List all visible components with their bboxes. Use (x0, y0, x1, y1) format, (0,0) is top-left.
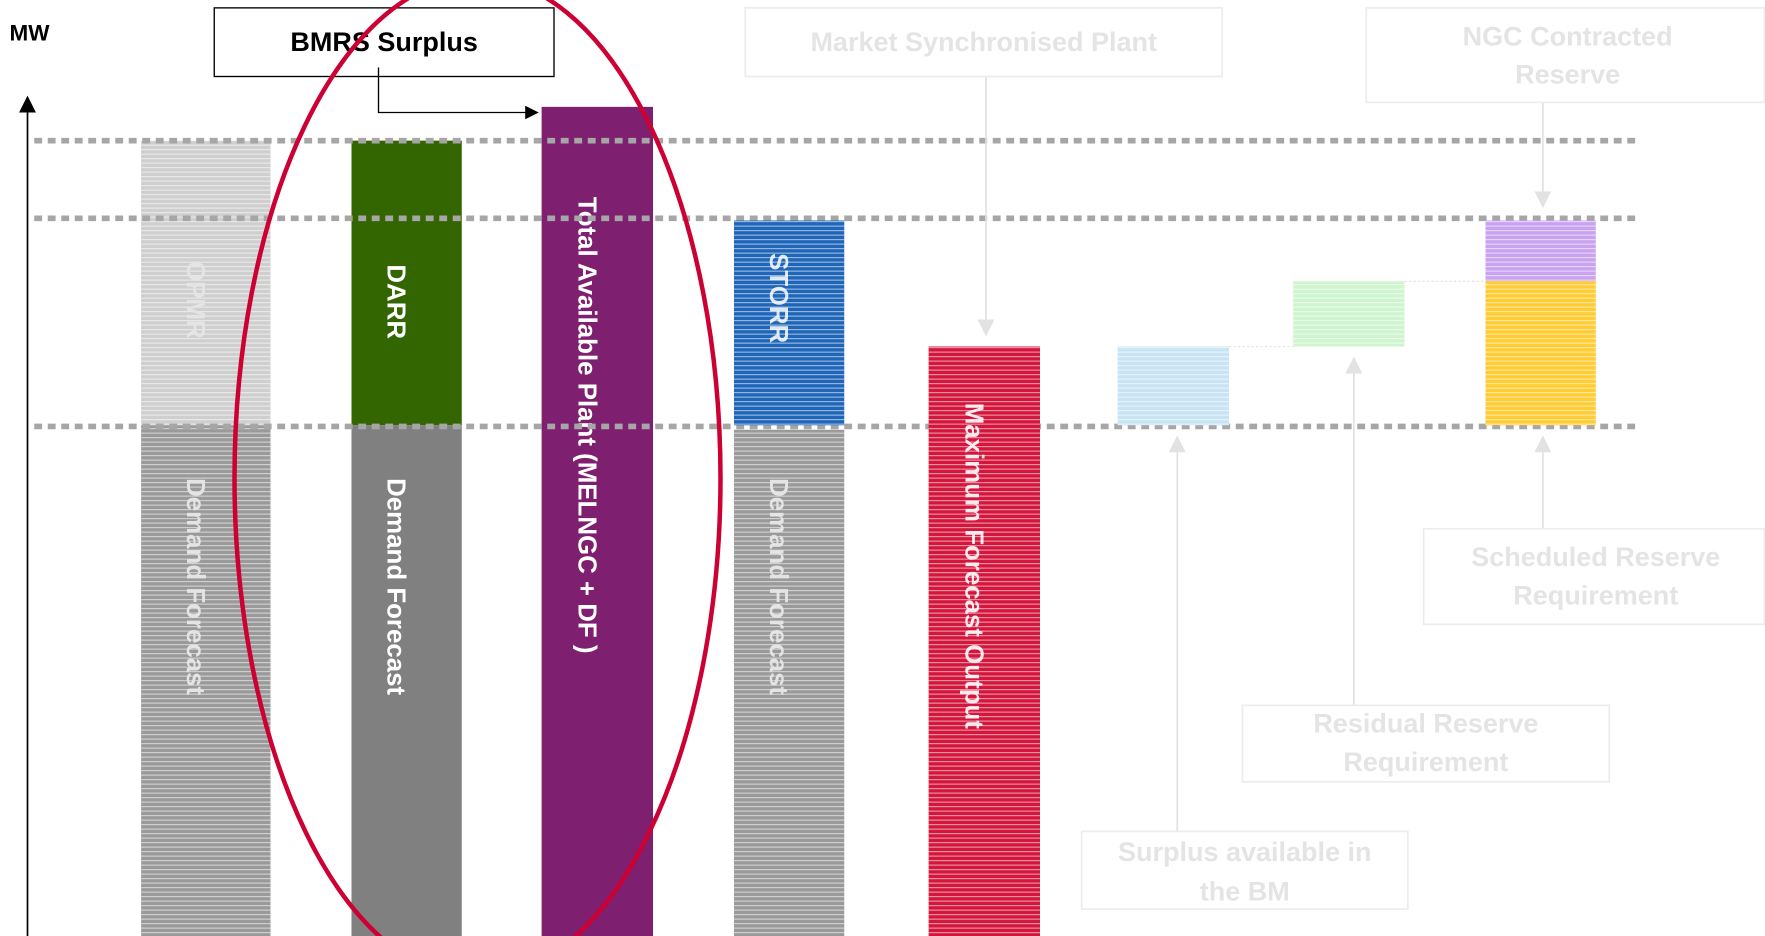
callout-text: Scheduled Reserve Requirement (1471, 542, 1720, 610)
callout-box (1241, 704, 1611, 783)
bar-label: DARR (381, 264, 409, 339)
callout-text: NGC Contracted Reserve (1463, 21, 1673, 89)
callout-box (744, 7, 1224, 78)
bar-opmr: OPMR Demand Forecast (141, 140, 271, 936)
bar-label: Demand Forecast (381, 478, 409, 695)
axis-label: MW (10, 21, 51, 46)
callout-arrow (377, 67, 539, 120)
callout-box (1365, 7, 1765, 104)
bar-max-forecast: Maximum Forecast Output (928, 346, 1040, 936)
callout-text: Surplus available in the BM (1118, 837, 1372, 906)
callout-box (213, 7, 555, 78)
bar-label: Demand Forecast (181, 478, 209, 695)
highlight-ellipse (232, 0, 723, 936)
bar-darr: DARR Demand Forecast (351, 140, 462, 936)
bar-label: OPMR (181, 261, 209, 339)
bar-total-available: Total Available Plant (MELNGC + DF ) (541, 106, 653, 936)
bar-label: Demand Forecast (764, 478, 792, 695)
callout-text: Residual Reserve Requirement (1313, 709, 1538, 777)
bar-storr: STORR Demand Forecast (734, 220, 845, 936)
callout-box (1422, 527, 1765, 626)
callout-text: BMRS Surplus (290, 27, 478, 57)
bar-label: STORR (764, 253, 792, 343)
callout-text: Market Synchronised Plant (810, 27, 1157, 57)
callout-box (1080, 830, 1409, 910)
bar-label: Maximum Forecast Output (960, 403, 988, 730)
